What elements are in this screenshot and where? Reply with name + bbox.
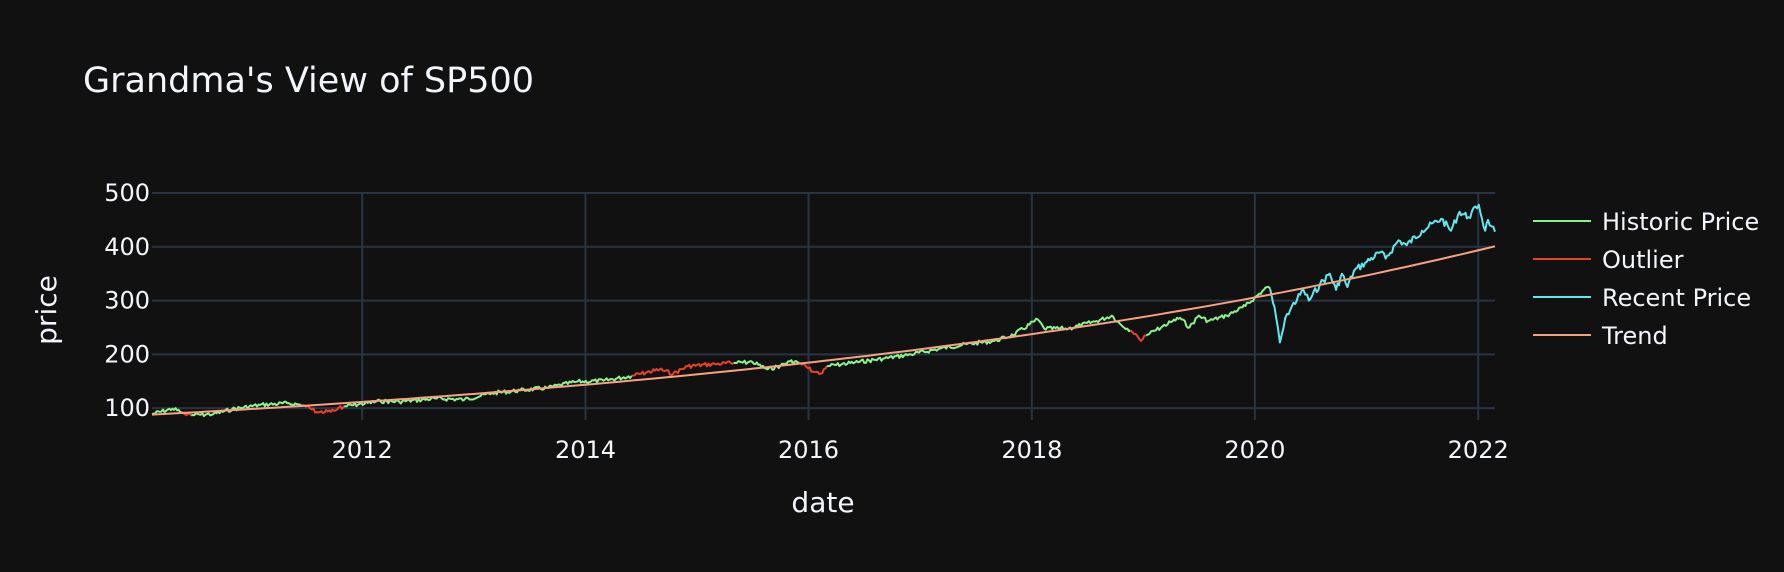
legend-label: Historic Price xyxy=(1602,208,1759,236)
legend-label: Outlier xyxy=(1602,246,1684,274)
y-tick-label: 500 xyxy=(104,179,150,207)
legend-label: Recent Price xyxy=(1602,284,1751,312)
series-line-historic-price xyxy=(733,359,800,371)
x-tick-label: 2016 xyxy=(778,436,839,464)
series-historic-price xyxy=(151,285,1271,418)
series-line-historic-price xyxy=(190,400,304,418)
legend[interactable]: Historic Price Outlier Recent Price Trend xyxy=(1533,208,1759,350)
series-line-outlier xyxy=(302,404,345,415)
grid xyxy=(152,192,1495,420)
legend-item-recent-price[interactable]: Recent Price xyxy=(1533,284,1751,312)
x-tick-label: 2018 xyxy=(1001,436,1062,464)
x-axis-title: date xyxy=(791,486,854,519)
chart-title: Grandma's View of SP500 xyxy=(83,61,534,101)
x-axis-ticks: 2012 2014 2016 2018 2020 2022 xyxy=(332,436,1509,464)
y-tick-label: 300 xyxy=(104,287,150,315)
series-line-historic-price xyxy=(1145,285,1271,337)
x-tick-label: 2012 xyxy=(332,436,393,464)
plot-area xyxy=(151,203,1496,418)
x-tick-label: 2014 xyxy=(555,436,616,464)
y-axis-ticks: 100 200 300 400 500 xyxy=(104,179,150,422)
legend-item-trend[interactable]: Trend xyxy=(1533,322,1668,350)
series-line-outlier xyxy=(1129,329,1147,342)
x-tick-label: 2020 xyxy=(1224,436,1285,464)
y-tick-label: 100 xyxy=(104,394,150,422)
series-line-recent-price xyxy=(1269,203,1496,344)
y-axis-title: price xyxy=(30,275,63,345)
legend-item-outlier[interactable]: Outlier xyxy=(1533,246,1684,274)
series-line-outlier xyxy=(631,360,735,377)
series-trend xyxy=(151,245,1496,416)
series-line-historic-price xyxy=(343,375,633,408)
y-tick-label: 200 xyxy=(104,340,150,368)
x-tick-label: 2022 xyxy=(1448,436,1509,464)
series-line-historic-price xyxy=(151,407,182,416)
series-recent-price xyxy=(1269,203,1496,344)
series-line-trend xyxy=(151,245,1496,416)
legend-item-historic-price[interactable]: Historic Price xyxy=(1533,208,1759,236)
series-outlier xyxy=(181,329,1147,416)
legend-label: Trend xyxy=(1601,322,1668,350)
y-tick-label: 400 xyxy=(104,233,150,261)
